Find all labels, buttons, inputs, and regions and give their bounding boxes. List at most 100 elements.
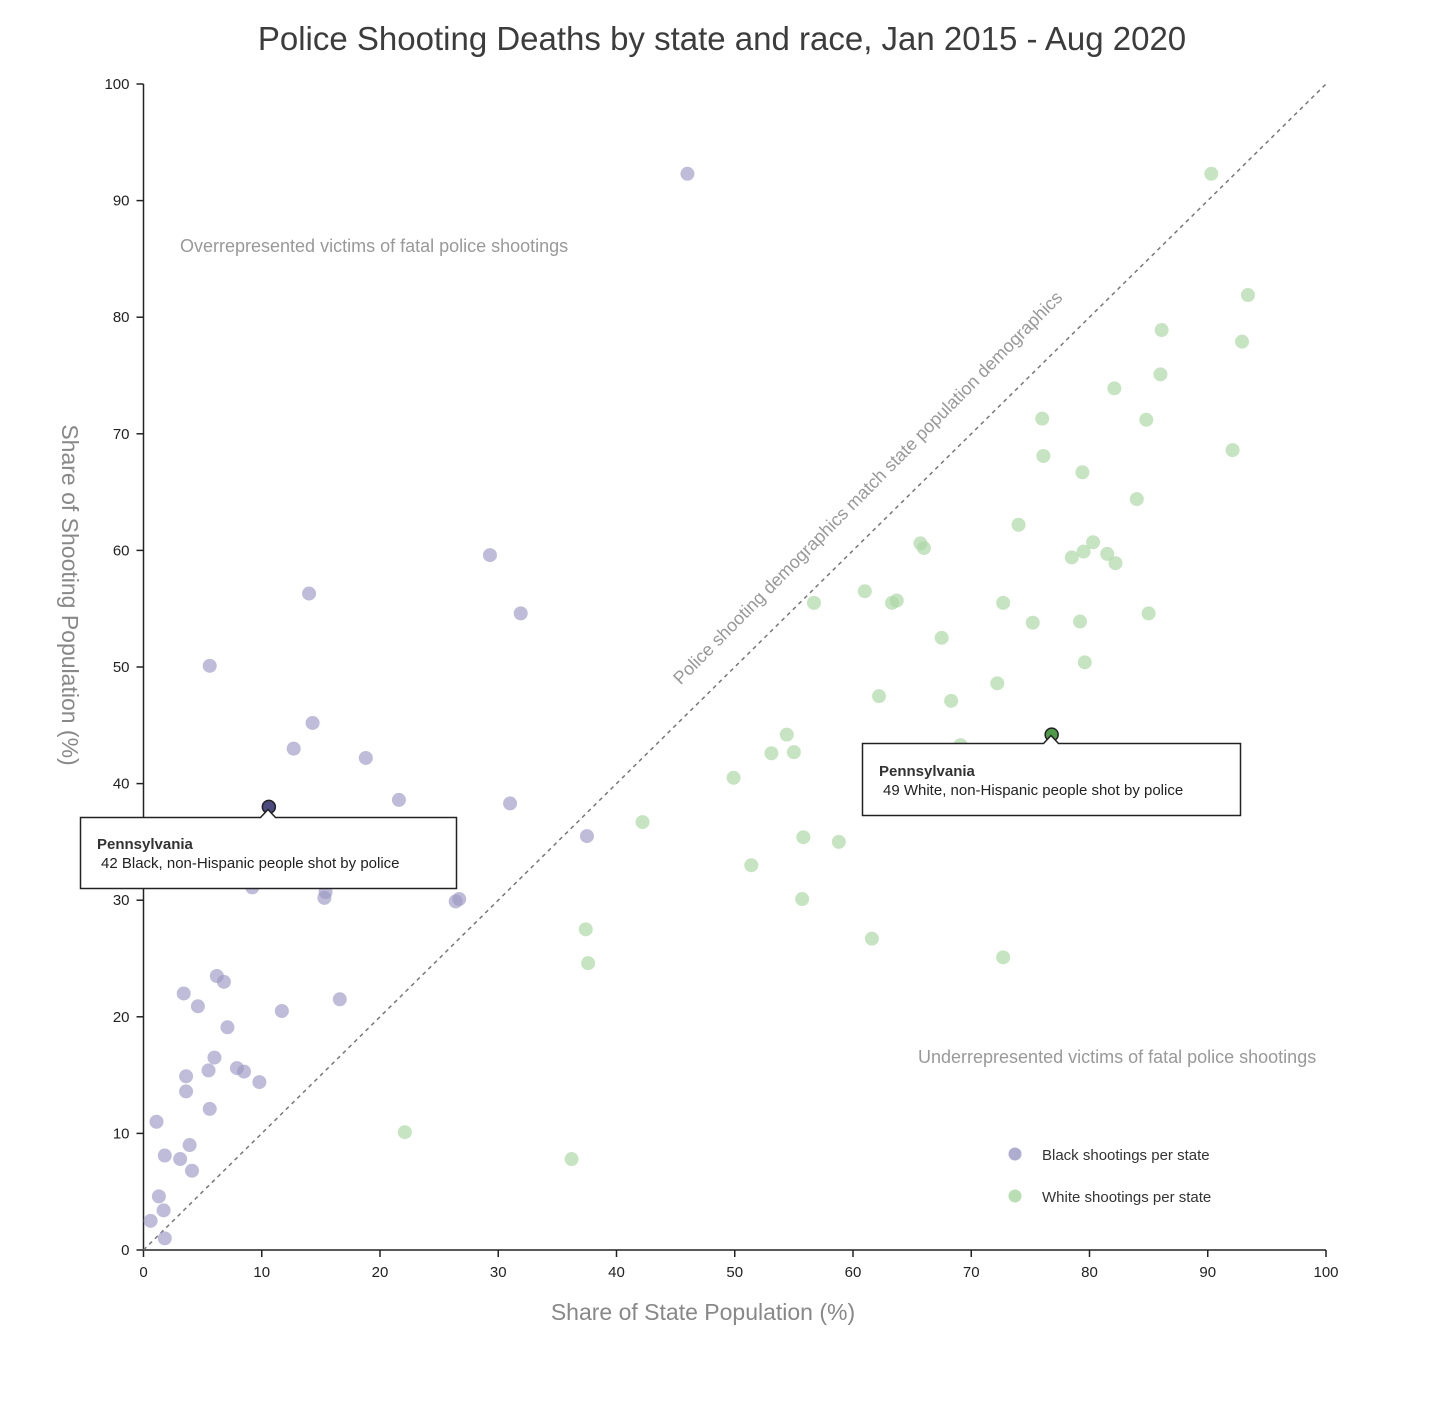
y-tick-label: 80 xyxy=(113,309,130,326)
data-point[interactable] xyxy=(1011,517,1026,532)
data-point[interactable] xyxy=(578,922,593,937)
y-axis-ticks: 0 10 20 30 40 50 60 70 80 90 100 xyxy=(104,76,144,1259)
data-points xyxy=(143,166,1255,1246)
data-point[interactable] xyxy=(916,541,931,556)
y-tick-label: 30 xyxy=(113,892,130,909)
x-tick-label: 40 xyxy=(608,1264,625,1281)
data-point[interactable] xyxy=(391,792,406,807)
x-tick-label: 20 xyxy=(372,1264,389,1281)
data-point[interactable] xyxy=(1225,443,1240,458)
data-point[interactable] xyxy=(764,746,779,761)
data-point[interactable] xyxy=(1139,412,1154,427)
data-point[interactable] xyxy=(996,595,1011,610)
data-point[interactable] xyxy=(795,892,810,907)
data-point[interactable] xyxy=(564,1152,579,1167)
data-point[interactable] xyxy=(173,1152,188,1167)
data-point[interactable] xyxy=(1204,166,1219,181)
tooltip-state: Pennsylvania xyxy=(879,763,976,780)
y-tick-label: 100 xyxy=(104,76,129,93)
data-point[interactable] xyxy=(1076,544,1091,559)
data-point[interactable] xyxy=(286,741,301,756)
data-point[interactable] xyxy=(1073,614,1088,629)
data-point[interactable] xyxy=(806,595,821,610)
data-point[interactable] xyxy=(726,770,741,785)
data-point[interactable] xyxy=(1077,655,1092,670)
data-point[interactable] xyxy=(182,1138,197,1153)
data-point[interactable] xyxy=(190,999,205,1014)
data-point[interactable] xyxy=(990,676,1005,691)
data-point[interactable] xyxy=(579,829,594,844)
data-point[interactable] xyxy=(581,956,596,971)
data-point[interactable] xyxy=(202,658,217,673)
data-point[interactable] xyxy=(317,890,332,905)
data-point[interactable] xyxy=(274,1003,289,1018)
data-point[interactable] xyxy=(934,630,949,645)
data-point[interactable] xyxy=(220,1020,235,1035)
data-point[interactable] xyxy=(503,796,518,811)
data-point[interactable] xyxy=(176,986,191,1001)
data-point[interactable] xyxy=(680,166,695,181)
data-point[interactable] xyxy=(996,950,1011,965)
data-point[interactable] xyxy=(1153,367,1168,382)
data-point[interactable] xyxy=(786,745,801,760)
data-point[interactable] xyxy=(302,586,317,601)
data-point[interactable] xyxy=(332,992,347,1007)
data-point[interactable] xyxy=(513,606,528,621)
data-point[interactable] xyxy=(872,689,887,704)
data-point[interactable] xyxy=(151,1189,166,1204)
data-point[interactable] xyxy=(149,1114,164,1129)
data-point[interactable] xyxy=(831,834,846,849)
overrepresented-label: Overrepresented victims of fatal police … xyxy=(180,236,568,256)
data-point[interactable] xyxy=(448,894,463,909)
parity-reference-line xyxy=(142,83,1327,1251)
parity-line-label: Police shooting demographics match state… xyxy=(669,287,1066,688)
data-point[interactable] xyxy=(635,815,650,830)
data-point[interactable] xyxy=(482,548,497,563)
legend: Black shootings per state White shooting… xyxy=(1008,1147,1211,1206)
data-point[interactable] xyxy=(216,974,231,989)
data-point[interactable] xyxy=(1235,334,1250,349)
data-point[interactable] xyxy=(202,1101,217,1116)
data-point[interactable] xyxy=(1129,492,1144,507)
data-point[interactable] xyxy=(1100,546,1115,561)
data-point[interactable] xyxy=(944,693,959,708)
data-point[interactable] xyxy=(305,715,320,730)
x-tick-label: 90 xyxy=(1199,1264,1216,1281)
tooltip-white-pennsylvania: Pennsylvania 49 White, non-Hispanic peop… xyxy=(861,734,1242,817)
tooltip-box xyxy=(79,808,458,890)
data-point[interactable] xyxy=(397,1125,412,1140)
data-point[interactable] xyxy=(157,1231,172,1246)
data-point[interactable] xyxy=(143,1213,158,1228)
data-point[interactable] xyxy=(252,1075,267,1090)
data-point[interactable] xyxy=(201,1063,216,1078)
data-point[interactable] xyxy=(184,1163,199,1178)
data-point[interactable] xyxy=(1035,411,1050,426)
data-point[interactable] xyxy=(1108,556,1123,571)
x-tick-label: 30 xyxy=(490,1264,507,1281)
data-point[interactable] xyxy=(1240,288,1255,303)
data-point[interactable] xyxy=(1025,615,1040,630)
data-point[interactable] xyxy=(779,727,794,742)
data-point[interactable] xyxy=(156,1203,171,1218)
underrepresented-label: Underrepresented victims of fatal police… xyxy=(918,1047,1316,1067)
data-point[interactable] xyxy=(358,750,373,765)
data-point[interactable] xyxy=(864,931,879,946)
data-point[interactable] xyxy=(1141,606,1156,621)
data-point[interactable] xyxy=(1036,448,1051,463)
data-point[interactable] xyxy=(179,1084,194,1099)
tooltip-text: 49 White, non-Hispanic people shot by po… xyxy=(883,782,1183,799)
data-point[interactable] xyxy=(1075,465,1090,480)
data-point[interactable] xyxy=(237,1064,252,1079)
data-point[interactable] xyxy=(1107,381,1122,396)
data-point[interactable] xyxy=(744,858,759,873)
data-point[interactable] xyxy=(857,584,872,599)
data-point[interactable] xyxy=(157,1148,172,1163)
data-point[interactable] xyxy=(179,1069,194,1084)
data-point[interactable] xyxy=(796,830,811,845)
data-point[interactable] xyxy=(1064,550,1079,565)
x-tick-label: 60 xyxy=(845,1264,862,1281)
data-point[interactable] xyxy=(889,593,904,608)
data-point[interactable] xyxy=(1154,323,1169,338)
data-point[interactable] xyxy=(1086,535,1101,550)
data-point[interactable] xyxy=(207,1050,222,1065)
